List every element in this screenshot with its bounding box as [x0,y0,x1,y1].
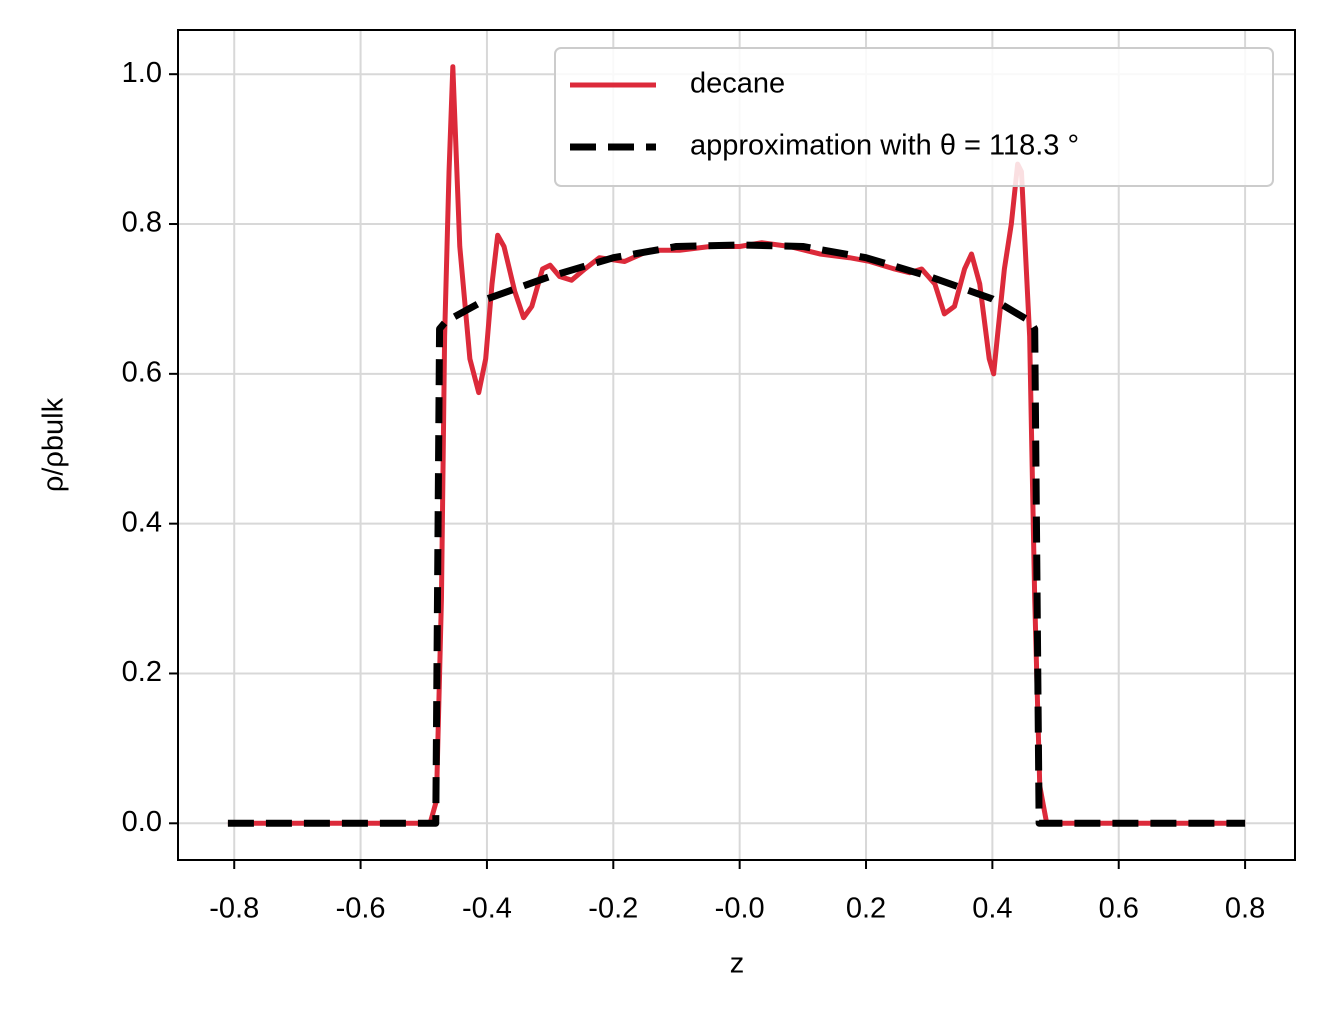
y-tick-label: 0.4 [122,506,162,538]
x-tick-label: 0.2 [846,893,886,925]
legend-label: approximation with θ = 118.3 ° [690,130,1079,162]
x-tick-label: -0.8 [209,893,259,925]
legend: decane approximation with θ = 118.3 ° [554,47,1274,187]
plot-frame [177,29,1296,861]
y-axis-label: ρ/ρbulk [38,397,70,492]
y-tick-label: 0.8 [122,207,162,239]
x-tick-label: 0.6 [1099,893,1139,925]
y-tick-label: 0.0 [122,806,162,838]
x-axis-label: z [730,948,745,980]
x-tick-label: -0.6 [336,893,386,925]
data-line [227,241,1246,827]
x-tick-label: 0.8 [1225,893,1265,925]
x-tick-label: -0.4 [462,893,512,925]
x-tick-label: 0.4 [972,893,1012,925]
x-tick-label: -0.0 [715,893,765,925]
y-tick-label: 0.2 [122,656,162,688]
legend-box [554,47,1274,187]
y-tick-label: 0.6 [122,356,162,388]
x-tick-label: -0.2 [588,893,638,925]
legend-label: decane [690,68,785,100]
y-tick-label: 1.0 [122,57,162,89]
